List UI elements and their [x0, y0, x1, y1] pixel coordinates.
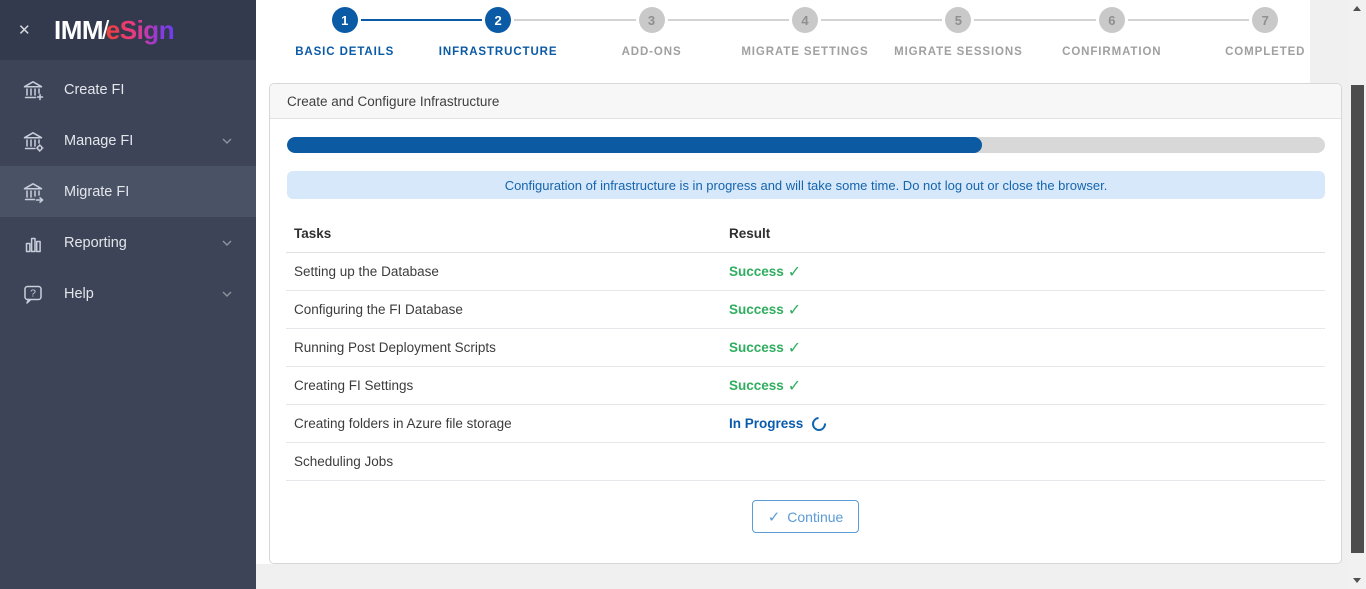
- sidebar-item-help[interactable]: ? Help: [0, 268, 256, 319]
- scrollbar-down-arrow-icon[interactable]: [1353, 578, 1361, 583]
- step-circle: 7: [1252, 7, 1279, 33]
- task-result: Success: [729, 264, 784, 279]
- sidebar-item-label: Create FI: [64, 81, 125, 98]
- sidebar-item-migrate-fi[interactable]: Migrate FI: [0, 166, 256, 217]
- table-row: Running Post Deployment Scripts Success ✓: [286, 329, 1325, 367]
- stepper-step-confirmation[interactable]: 6 CONFIRMATION: [974, 0, 1188, 70]
- sidebar-item-label: Manage FI: [64, 132, 134, 149]
- step-label: COMPLETED: [1225, 46, 1306, 58]
- scrollbar-thumb[interactable]: [1351, 85, 1364, 553]
- table-row: Creating FI Settings Success ✓: [286, 367, 1325, 405]
- info-banner-text: Configuration of infrastructure is in pr…: [504, 177, 1108, 193]
- sidebar-item-label: Reporting: [64, 234, 127, 251]
- step-label: ADD-ONS: [621, 46, 682, 58]
- success-check-icon: ✓: [787, 377, 802, 395]
- check-icon: ✓: [767, 508, 781, 526]
- progress-bar-fill: [287, 137, 983, 153]
- continue-button-label: Continue: [787, 508, 844, 525]
- sidebar-item-manage-fi[interactable]: Manage FI: [0, 115, 256, 166]
- bank-arrow-icon: [21, 180, 45, 204]
- table-row: Scheduling Jobs: [286, 443, 1325, 481]
- table-row: Setting up the Database Success ✓: [286, 253, 1325, 291]
- task-name: Setting up the Database: [294, 264, 439, 279]
- stepper-step-basic-details[interactable]: 1 BASIC DETAILS: [268, 0, 421, 70]
- sidebar: ✕ IMM/eSign Create FI: [0, 0, 256, 589]
- close-icon[interactable]: ✕: [18, 22, 31, 39]
- step-label: BASIC DETAILS: [295, 46, 395, 58]
- sidebar-item-label: Help: [64, 285, 94, 302]
- vertical-scrollbar[interactable]: [1349, 0, 1366, 589]
- step-label: MIGRATE SESSIONS: [894, 46, 1023, 58]
- task-name: Creating FI Settings: [294, 378, 414, 393]
- progress-bar: [287, 137, 1325, 153]
- info-banner: Configuration of infrastructure is in pr…: [287, 171, 1325, 199]
- task-result: In Progress: [729, 416, 804, 431]
- chevron-down-icon: [222, 291, 232, 297]
- success-check-icon: ✓: [787, 339, 802, 357]
- chevron-down-icon: [222, 138, 232, 144]
- stepper-step-infrastructure[interactable]: 2 INFRASTRUCTURE: [360, 0, 574, 70]
- logo-imm: IMM: [54, 14, 104, 45]
- continue-button[interactable]: ✓ Continue: [751, 500, 860, 533]
- panel-title: Create and Configure Infrastructure: [287, 93, 500, 109]
- app-logo: IMM/eSign: [54, 14, 175, 46]
- stepper-step-migrate-settings[interactable]: 4 MIGRATE SETTINGS: [667, 0, 881, 70]
- panel-header: Create and Configure Infrastructure: [270, 84, 1341, 119]
- sidebar-item-create-fi[interactable]: Create FI: [0, 64, 256, 115]
- in-progress-spinner-icon: [809, 413, 830, 434]
- content-panel: Create and Configure Infrastructure Conf…: [269, 83, 1342, 564]
- chevron-down-icon: [222, 240, 232, 246]
- svg-text:?: ?: [30, 287, 36, 299]
- step-circle: 2: [485, 7, 512, 33]
- step-label: MIGRATE SETTINGS: [741, 46, 869, 58]
- task-name: Scheduling Jobs: [294, 454, 394, 469]
- sidebar-item-label: Migrate FI: [64, 183, 130, 200]
- column-header-result: Result: [729, 226, 771, 241]
- table-row: Configuring the FI Database Success ✓: [286, 291, 1325, 329]
- task-name: Running Post Deployment Scripts: [294, 340, 496, 355]
- column-header-tasks: Tasks: [294, 226, 332, 241]
- sidebar-item-reporting[interactable]: Reporting: [0, 217, 256, 268]
- stepper-step-migrate-sessions[interactable]: 5 MIGRATE SESSIONS: [820, 0, 1035, 70]
- step-circle: 5: [945, 7, 972, 33]
- wizard-stepper: 1 BASIC DETAILS 2 INFRASTRUCTURE 3 ADD-O…: [268, 0, 1342, 70]
- step-circle: 4: [791, 7, 818, 33]
- stepper-step-add-ons[interactable]: 3 ADD-ONS: [513, 0, 728, 70]
- step-circle: 6: [1098, 7, 1125, 33]
- stepper-step-completed[interactable]: 7 COMPLETED: [1127, 0, 1342, 70]
- task-result: Success: [729, 302, 784, 317]
- task-name: Creating folders in Azure file storage: [294, 416, 512, 431]
- help-bubble-icon: ?: [21, 282, 45, 306]
- bar-chart-icon: [21, 231, 45, 255]
- step-label: CONFIRMATION: [1062, 46, 1162, 58]
- sidebar-header: ✕ IMM/eSign: [0, 0, 256, 60]
- step-circle: 1: [331, 7, 358, 33]
- logo-esign: eSign: [105, 14, 175, 45]
- table-header-row: Tasks Result: [286, 199, 1325, 253]
- logo-slash: /: [102, 15, 109, 45]
- bank-plus-icon: [21, 78, 45, 102]
- scrollbar-up-arrow-icon[interactable]: [1353, 6, 1361, 11]
- success-check-icon: ✓: [787, 301, 802, 319]
- bank-gear-icon: [21, 129, 45, 153]
- success-check-icon: ✓: [787, 263, 802, 281]
- sidebar-nav: Create FI Manage FI: [0, 60, 256, 319]
- step-label: INFRASTRUCTURE: [438, 46, 558, 58]
- step-circle: 3: [638, 7, 665, 33]
- tasks-table: Tasks Result Setting up the Database Suc…: [286, 199, 1325, 481]
- task-result: Success: [729, 340, 784, 355]
- task-result: Success: [729, 378, 784, 393]
- table-row: Creating folders in Azure file storage I…: [286, 405, 1325, 443]
- task-name: Configuring the FI Database: [294, 302, 463, 317]
